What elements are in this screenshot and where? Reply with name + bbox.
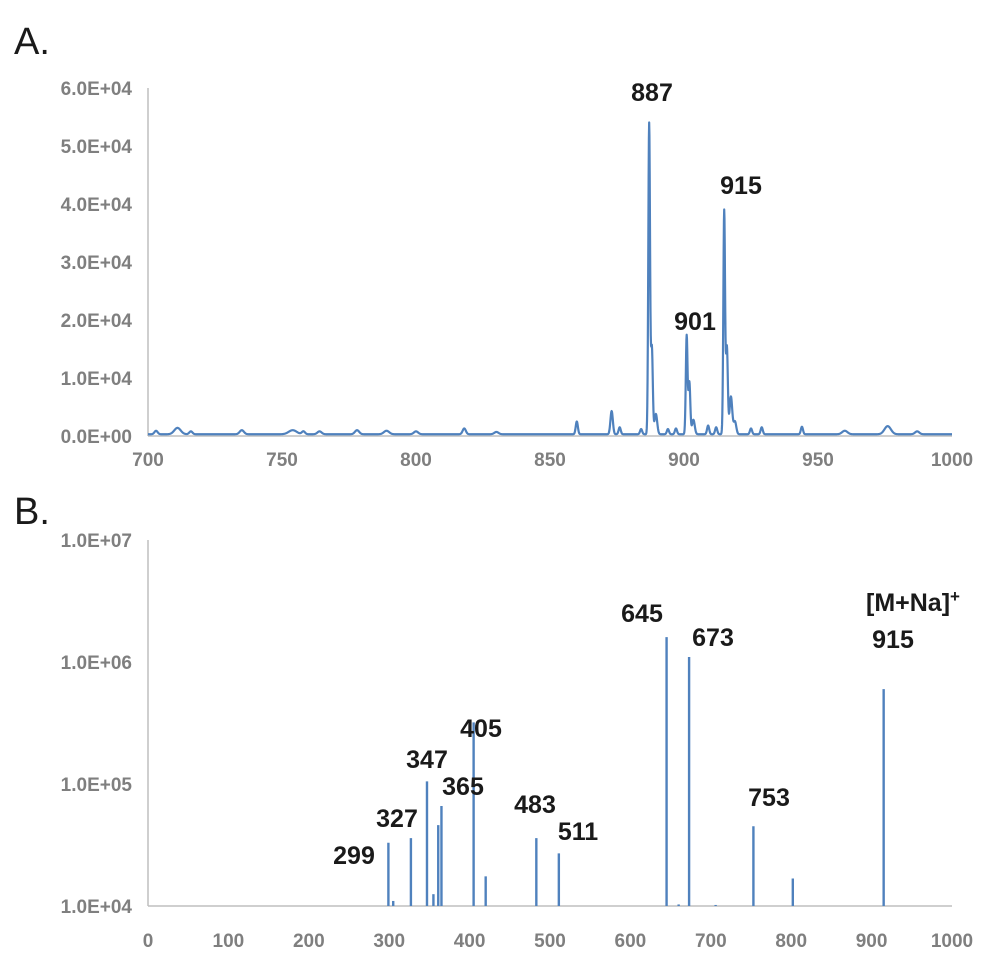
- peak-label-347: 347: [406, 746, 448, 774]
- panel-a-y-ticks: 0.0E+00 1.0E+04 2.0E+04 3.0E+04 4.0E+04 5.0E+…: [61, 79, 133, 448]
- panel-b-sticks: [387, 637, 885, 906]
- panel-b-x-tick-label: 0: [143, 931, 154, 952]
- peak-label-915: 915: [872, 626, 914, 654]
- panel-a-x-tick-label: 1000: [931, 450, 973, 471]
- panel-b-peak-labels: 299 327 347 365 405 483 511 645 673 753 …: [333, 587, 960, 870]
- panel-a-peak-labels: 887 901 915: [631, 79, 762, 336]
- panel-b-x-tick-label: 200: [293, 931, 325, 952]
- peak-label-405: 405: [460, 715, 502, 743]
- panel-b-x-tick-label: 400: [454, 931, 486, 952]
- panel-a-x-tick-label: 750: [266, 450, 298, 471]
- panel-b-x-tick-label: 800: [775, 931, 807, 952]
- panel-b-x-tick-label: 900: [856, 931, 888, 952]
- peak-label-299: 299: [333, 842, 375, 870]
- panel-b-x-tick-label: 1000: [931, 931, 973, 952]
- panel-a-y-tick-label: 3.0E+04: [61, 253, 133, 274]
- peak-label-483: 483: [514, 791, 556, 819]
- panel-a-x-ticks: 700 750 800 850 900 950 1000: [132, 450, 973, 471]
- panel-a: A. 0.0E+00 1.0E+04 2.0E+04 3.0E+04 4.0E+04 5.…: [14, 21, 973, 471]
- peak-label-887: 887: [631, 79, 673, 107]
- panel-a-y-tick-label: 2.0E+04: [61, 311, 133, 332]
- panel-a-y-tick-label: 4.0E+04: [61, 195, 133, 216]
- peak-label-365: 365: [442, 773, 484, 801]
- panel-b-y-tick-label: 1.0E+07: [61, 531, 132, 552]
- panel-b-x-ticks: 0 100 200 300 400 500 600 700 800 900 1000: [143, 931, 973, 952]
- panel-a-y-tick-label: 1.0E+04: [61, 369, 133, 390]
- panel-a-spectrum-line: [147, 121, 953, 436]
- panel-a-x-tick-label: 850: [534, 450, 566, 471]
- panel-a-x-tick-label: 900: [668, 450, 700, 471]
- panel-b-letter: B.: [14, 491, 50, 533]
- peak-label-327: 327: [376, 805, 418, 833]
- panel-b: B. 1.0E+04 1.0E+05 1.0E+06 1.0E+07 0 100 200 3…: [14, 491, 973, 952]
- peak-label-645: 645: [621, 600, 663, 628]
- panel-b-y-tick-label: 1.0E+05: [61, 775, 133, 796]
- panel-b-x-tick-label: 700: [695, 931, 727, 952]
- panel-b-y-ticks: 1.0E+04 1.0E+05 1.0E+06 1.0E+07: [61, 531, 133, 918]
- panel-a-letter: A.: [14, 21, 50, 63]
- panel-a-x-tick-label: 800: [400, 450, 432, 471]
- panel-a-y-tick-label: 0.0E+00: [61, 427, 132, 448]
- panel-b-x-tick-label: 300: [373, 931, 405, 952]
- peak-label-m-na-sup: +: [950, 587, 960, 606]
- panel-b-x-tick-label: 100: [213, 931, 245, 952]
- peak-label-915: 915: [720, 172, 762, 200]
- panel-a-x-tick-label: 700: [132, 450, 164, 471]
- panel-a-y-tick-label: 6.0E+04: [61, 79, 133, 100]
- panel-b-y-tick-label: 1.0E+06: [61, 653, 132, 674]
- peak-label-673: 673: [692, 624, 734, 652]
- peak-label-753: 753: [748, 784, 790, 812]
- peak-label-511: 511: [558, 818, 598, 846]
- peak-label-m-na-text: [M+Na]: [866, 589, 950, 617]
- panel-b-x-tick-label: 600: [615, 931, 647, 952]
- panel-b-y-tick-label: 1.0E+04: [61, 897, 133, 918]
- peak-label-m-na: [M+Na]+: [866, 587, 960, 617]
- panel-b-x-tick-label: 500: [534, 931, 566, 952]
- panel-a-y-tick-label: 5.0E+04: [61, 137, 133, 158]
- panel-a-x-tick-label: 950: [802, 450, 834, 471]
- peak-label-901: 901: [674, 308, 716, 336]
